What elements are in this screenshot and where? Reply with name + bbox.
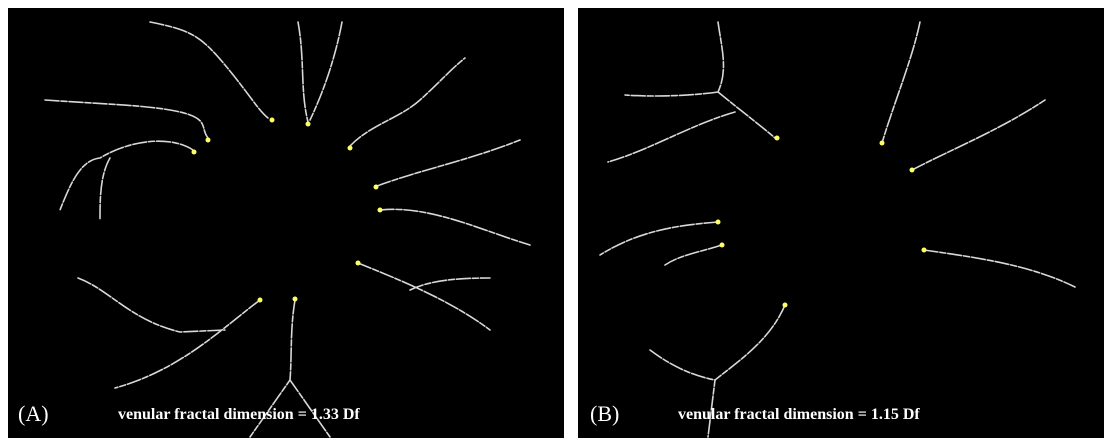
panel-label: (B) xyxy=(590,401,619,426)
panel-a: (A) venular fractal dimension = 1.33 Df xyxy=(8,8,564,438)
panel-caption: venular fractal dimension = 1.15 Df xyxy=(678,406,920,423)
panel-background xyxy=(578,8,1104,438)
panel-label: (A) xyxy=(18,401,49,426)
panel-b: (B) venular fractal dimension = 1.15 Df xyxy=(578,8,1104,438)
panel-caption: venular fractal dimension = 1.33 Df xyxy=(118,406,360,423)
figure: (A) venular fractal dimension = 1.33 Df … xyxy=(0,0,1110,441)
panel-background xyxy=(8,8,564,438)
